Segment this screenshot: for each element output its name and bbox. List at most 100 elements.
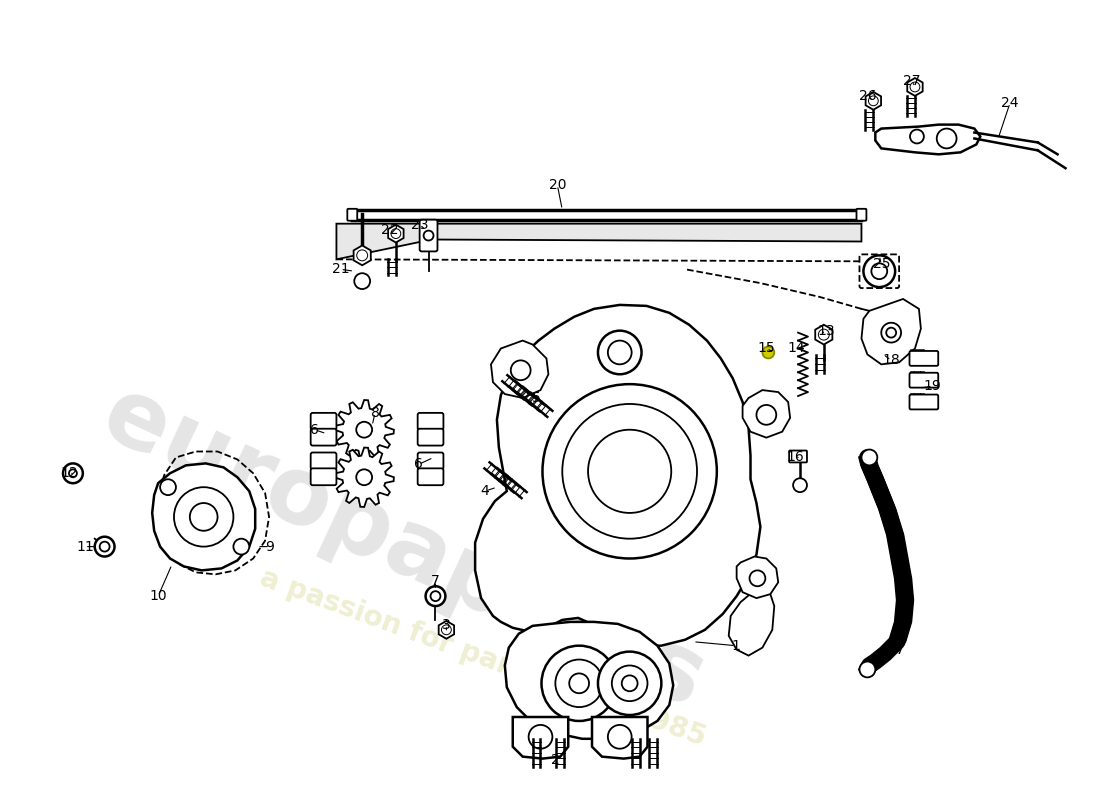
Text: 12: 12 xyxy=(60,466,78,480)
Circle shape xyxy=(864,255,895,287)
Polygon shape xyxy=(334,447,394,507)
Polygon shape xyxy=(152,463,255,570)
Text: europaparts: europaparts xyxy=(88,369,719,728)
Circle shape xyxy=(190,503,218,530)
Circle shape xyxy=(608,341,631,364)
Circle shape xyxy=(762,346,774,358)
FancyBboxPatch shape xyxy=(418,468,443,485)
Circle shape xyxy=(598,652,661,715)
Text: 6: 6 xyxy=(415,458,424,471)
FancyBboxPatch shape xyxy=(789,450,807,462)
Polygon shape xyxy=(866,92,881,110)
Polygon shape xyxy=(334,400,394,459)
Text: 15: 15 xyxy=(758,342,776,355)
Polygon shape xyxy=(742,390,790,438)
Polygon shape xyxy=(475,305,760,646)
Circle shape xyxy=(910,130,924,143)
FancyBboxPatch shape xyxy=(418,453,443,470)
Circle shape xyxy=(174,487,233,546)
FancyBboxPatch shape xyxy=(418,413,443,430)
Text: 1: 1 xyxy=(732,638,740,653)
Circle shape xyxy=(859,662,876,678)
Circle shape xyxy=(562,404,697,538)
Text: 21: 21 xyxy=(331,262,349,276)
Text: 13: 13 xyxy=(817,324,835,338)
Text: 9: 9 xyxy=(265,540,275,554)
Text: 14: 14 xyxy=(788,342,805,355)
Circle shape xyxy=(598,330,641,374)
Polygon shape xyxy=(388,225,404,242)
Polygon shape xyxy=(439,621,454,638)
Text: 24: 24 xyxy=(1001,96,1019,110)
Polygon shape xyxy=(337,224,861,259)
Circle shape xyxy=(510,360,530,380)
Circle shape xyxy=(621,675,638,691)
Circle shape xyxy=(426,586,446,606)
Circle shape xyxy=(529,725,552,749)
Text: 2: 2 xyxy=(551,753,560,766)
Circle shape xyxy=(63,463,82,483)
Text: 10: 10 xyxy=(150,589,167,603)
Circle shape xyxy=(430,591,440,601)
Circle shape xyxy=(356,470,372,485)
Circle shape xyxy=(757,405,777,425)
Circle shape xyxy=(793,478,807,492)
Text: 26: 26 xyxy=(859,89,877,103)
Text: 5: 5 xyxy=(532,391,541,405)
Polygon shape xyxy=(491,341,549,398)
FancyBboxPatch shape xyxy=(910,394,938,410)
FancyBboxPatch shape xyxy=(418,429,443,446)
Text: 16: 16 xyxy=(786,450,804,465)
Circle shape xyxy=(161,479,176,495)
Circle shape xyxy=(100,542,110,551)
Circle shape xyxy=(861,450,878,466)
FancyBboxPatch shape xyxy=(419,220,438,251)
Circle shape xyxy=(69,470,77,478)
Polygon shape xyxy=(737,557,778,598)
Text: 23: 23 xyxy=(411,218,428,232)
Polygon shape xyxy=(908,78,923,96)
Text: 20: 20 xyxy=(549,178,566,192)
Circle shape xyxy=(588,430,671,513)
FancyBboxPatch shape xyxy=(310,453,337,470)
Text: 19: 19 xyxy=(924,379,942,393)
Polygon shape xyxy=(353,246,371,266)
Circle shape xyxy=(354,274,370,289)
Text: 22: 22 xyxy=(382,222,398,237)
Polygon shape xyxy=(861,299,921,364)
Polygon shape xyxy=(876,125,980,154)
Text: 8: 8 xyxy=(371,406,380,420)
FancyBboxPatch shape xyxy=(348,209,358,221)
Text: 7: 7 xyxy=(431,574,440,588)
Circle shape xyxy=(612,666,648,701)
Circle shape xyxy=(95,537,114,557)
Polygon shape xyxy=(815,325,833,345)
Polygon shape xyxy=(592,717,648,758)
Text: 17: 17 xyxy=(888,642,905,657)
Circle shape xyxy=(424,230,433,241)
Circle shape xyxy=(356,422,372,438)
FancyBboxPatch shape xyxy=(310,413,337,430)
Text: 4: 4 xyxy=(481,484,490,498)
Circle shape xyxy=(556,659,603,707)
FancyBboxPatch shape xyxy=(910,351,938,366)
Text: 18: 18 xyxy=(882,354,900,367)
Circle shape xyxy=(542,384,717,558)
Circle shape xyxy=(871,263,888,279)
FancyBboxPatch shape xyxy=(310,429,337,446)
Text: 25: 25 xyxy=(872,258,890,271)
FancyBboxPatch shape xyxy=(857,209,867,221)
Circle shape xyxy=(541,646,617,721)
Circle shape xyxy=(608,725,631,749)
FancyBboxPatch shape xyxy=(910,373,938,388)
Text: 11: 11 xyxy=(76,540,94,554)
Polygon shape xyxy=(513,717,569,758)
Circle shape xyxy=(233,538,250,554)
Circle shape xyxy=(749,570,766,586)
Polygon shape xyxy=(728,580,774,655)
Text: 6: 6 xyxy=(310,422,319,437)
Text: 27: 27 xyxy=(903,74,921,88)
Circle shape xyxy=(887,328,896,338)
Text: 3: 3 xyxy=(442,618,451,632)
FancyBboxPatch shape xyxy=(310,468,337,485)
